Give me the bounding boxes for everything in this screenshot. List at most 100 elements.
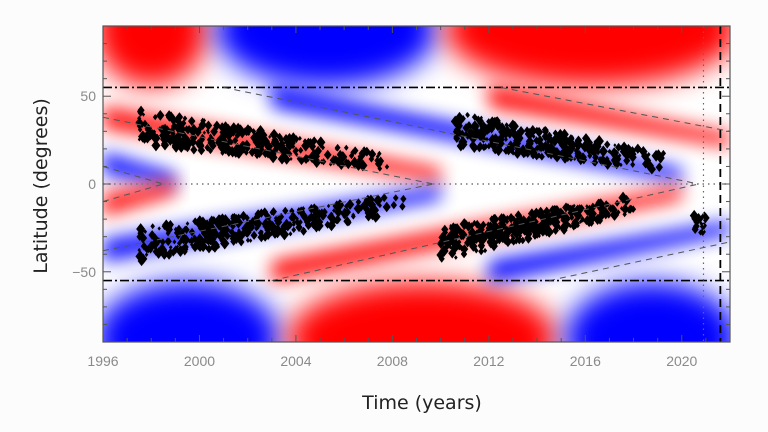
sunspot-marker: [298, 219, 303, 226]
sunspot-marker: [237, 237, 245, 247]
sunspot-marker: [561, 132, 567, 141]
sunspot-marker: [498, 213, 506, 223]
sunspot-marker: [204, 143, 211, 152]
sunspot-marker: [504, 218, 510, 225]
sunspot-marker: [208, 133, 213, 138]
sunspot-marker: [478, 247, 485, 256]
sunspot-marker: [700, 229, 705, 236]
sunspot-marker: [516, 129, 523, 138]
sunspot-marker: [630, 161, 636, 168]
sunspot-marker: [179, 236, 185, 244]
sunspot-marker: [456, 239, 462, 245]
sunspot-marker: [179, 245, 186, 254]
sunspot-marker: [251, 133, 261, 146]
sunspot-marker: [436, 249, 445, 261]
sunspot-marker: [464, 130, 469, 137]
sunspot-marker: [212, 229, 220, 239]
sunspot-marker: [296, 156, 300, 161]
sunspot-marker: [505, 215, 510, 221]
sunspot-marker: [480, 220, 487, 230]
sunspot-marker: [280, 222, 288, 231]
sunspot-marker: [340, 207, 350, 220]
sunspot-marker: [491, 214, 500, 225]
north-polar-cap-region: [444, 26, 730, 87]
sunspot-marker: [260, 229, 264, 235]
sunspot-marker: [443, 237, 453, 250]
sunspot-marker: [647, 163, 656, 175]
butterfly-wing-line: [103, 183, 434, 252]
sunspot-marker: [468, 123, 473, 130]
sunspot-marker: [625, 143, 632, 153]
sunspot-marker: [327, 219, 336, 232]
sunspot-marker: [604, 140, 611, 149]
sunspot-marker: [223, 223, 229, 231]
sunspot-marker: [541, 132, 549, 141]
sunspot-marker: [486, 221, 491, 228]
sunspot-marker: [569, 208, 575, 216]
sunspot-marker: [595, 149, 601, 156]
sunspot-marker: [518, 144, 528, 157]
sunspot-marker: [332, 208, 336, 213]
y-tick-label: 0: [88, 176, 96, 192]
sunspot-marker: [568, 224, 572, 229]
sunspot-marker: [538, 140, 544, 146]
sunspot-marker: [188, 116, 196, 126]
sunspot-marker: [266, 218, 274, 229]
sunspot-marker: [360, 147, 369, 158]
sunspot-marker: [510, 233, 514, 238]
x-tick-label: 2012: [473, 353, 504, 369]
sunspot-marker: [269, 209, 275, 216]
sunspot-marker: [539, 147, 543, 153]
sunspot-marker: [488, 139, 498, 150]
butterfly-wing-line: [500, 86, 730, 132]
sunspot-marker: [175, 244, 180, 249]
sunspot-marker: [165, 251, 173, 260]
sunspot-marker: [546, 212, 553, 221]
sunspot-marker: [537, 146, 542, 152]
sunspot-marker: [207, 147, 214, 155]
sunspot-marker: [284, 148, 289, 154]
sunspot-marker: [189, 242, 194, 247]
south-polar-cap-region: [103, 281, 280, 342]
sunspot-marker: [173, 226, 178, 233]
sunspot-marker: [478, 117, 484, 125]
plot-area: [102, 25, 731, 343]
sunspot-marker: [158, 244, 168, 256]
sunspot-marker: [216, 137, 224, 148]
sunspot-marker: [344, 203, 349, 210]
sunspot-marker: [171, 131, 176, 137]
sunspot-marker: [377, 156, 385, 166]
sunspot-marker: [539, 142, 547, 152]
sunspot-marker: [701, 212, 710, 224]
sunspot-marker: [328, 162, 333, 167]
sunspot-marker: [693, 221, 700, 231]
sunspot-marker: [524, 228, 533, 240]
sunspot-marker: [594, 135, 604, 148]
sunspot-marker: [198, 240, 208, 253]
sunspot-marker: [165, 110, 174, 121]
sunspot-marker: [183, 238, 188, 245]
sunspot-marker: [356, 156, 363, 164]
sunspot-marker: [468, 229, 477, 241]
sunspot-marker: [221, 124, 231, 137]
sunspot-marker: [470, 238, 475, 244]
sunspot-marker: [171, 141, 181, 153]
sunspot-marker: [364, 208, 373, 218]
sunspot-marker: [564, 143, 569, 151]
sunspot-marker: [142, 131, 150, 142]
sunspot-marker: [198, 218, 203, 224]
sunspot-marker: [224, 143, 232, 152]
sunspot-marker: [182, 115, 188, 122]
sunspot-marker: [465, 112, 470, 118]
sunspot-marker: [204, 245, 209, 251]
sunspot-marker: [217, 233, 223, 241]
sunspot-marker: [136, 233, 142, 240]
sunspot-marker: [226, 218, 232, 225]
sunspot-marker: [170, 248, 177, 257]
sunspot-marker: [466, 236, 476, 249]
sunspot-marker: [480, 135, 487, 144]
sunspot-marker: [151, 139, 161, 152]
sunspot-marker: [297, 135, 302, 141]
sunspot-marker: [237, 228, 241, 233]
sunspot-marker: [377, 166, 382, 171]
